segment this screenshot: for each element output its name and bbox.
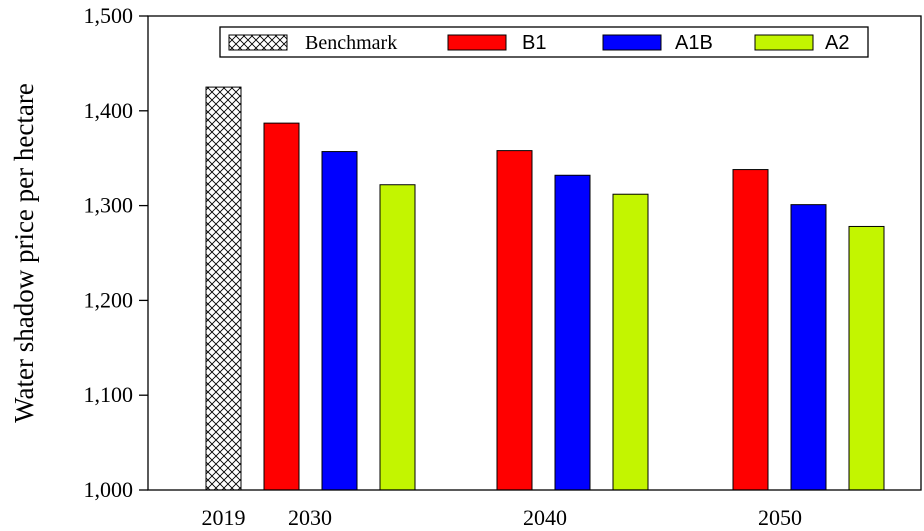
y-tick-label: 1,000 [84,477,134,502]
legend-label-b1: B1 [522,32,546,54]
y-tick-label: 1,200 [84,287,134,312]
legend-swatch-benchmark [228,34,288,51]
y-tick-label: 1,300 [84,193,134,218]
bar-a2-2040 [612,193,649,491]
legend-swatch-b1 [447,34,507,51]
x-tick-label: 2019 [202,505,246,530]
x-tick-label: 2050 [758,505,802,530]
axes-layer: 1,000 1,100 1,200 1,300 1,400 1,500 2019 2030 20… [84,3,922,530]
legend: Benchmark B1 A1B A2 [219,26,869,58]
bar-a1b-2030 [321,151,358,491]
bar-b1-2030 [263,122,300,491]
y-tick-label: 1,400 [84,98,134,123]
bar-b1-2040 [496,150,533,491]
legend-swatch-a2 [754,34,814,51]
legend-swatch-a1b [602,34,662,51]
legend-label-benchmark: Benchmark [305,32,397,54]
y-axis-title: Water shadow price per hectare [9,83,39,423]
x-tick-label: 2040 [523,505,567,530]
legend-label-a2: A2 [825,32,849,54]
bar-a2-2050 [848,225,885,491]
bar-a1b-2050 [790,204,827,491]
x-tick-label: 2030 [288,505,332,530]
y-tick-label: 1,100 [84,382,134,407]
bar-a1b-2040 [554,174,591,491]
plot-frame [147,15,922,491]
y-tick-label: 1,500 [84,3,134,28]
bar-benchmark-2019 [205,86,242,491]
bar-b1-2050 [732,169,769,491]
legend-label-a1b: A1B [675,32,713,54]
bars-layer [205,86,885,491]
bar-a2-2030 [379,184,416,491]
